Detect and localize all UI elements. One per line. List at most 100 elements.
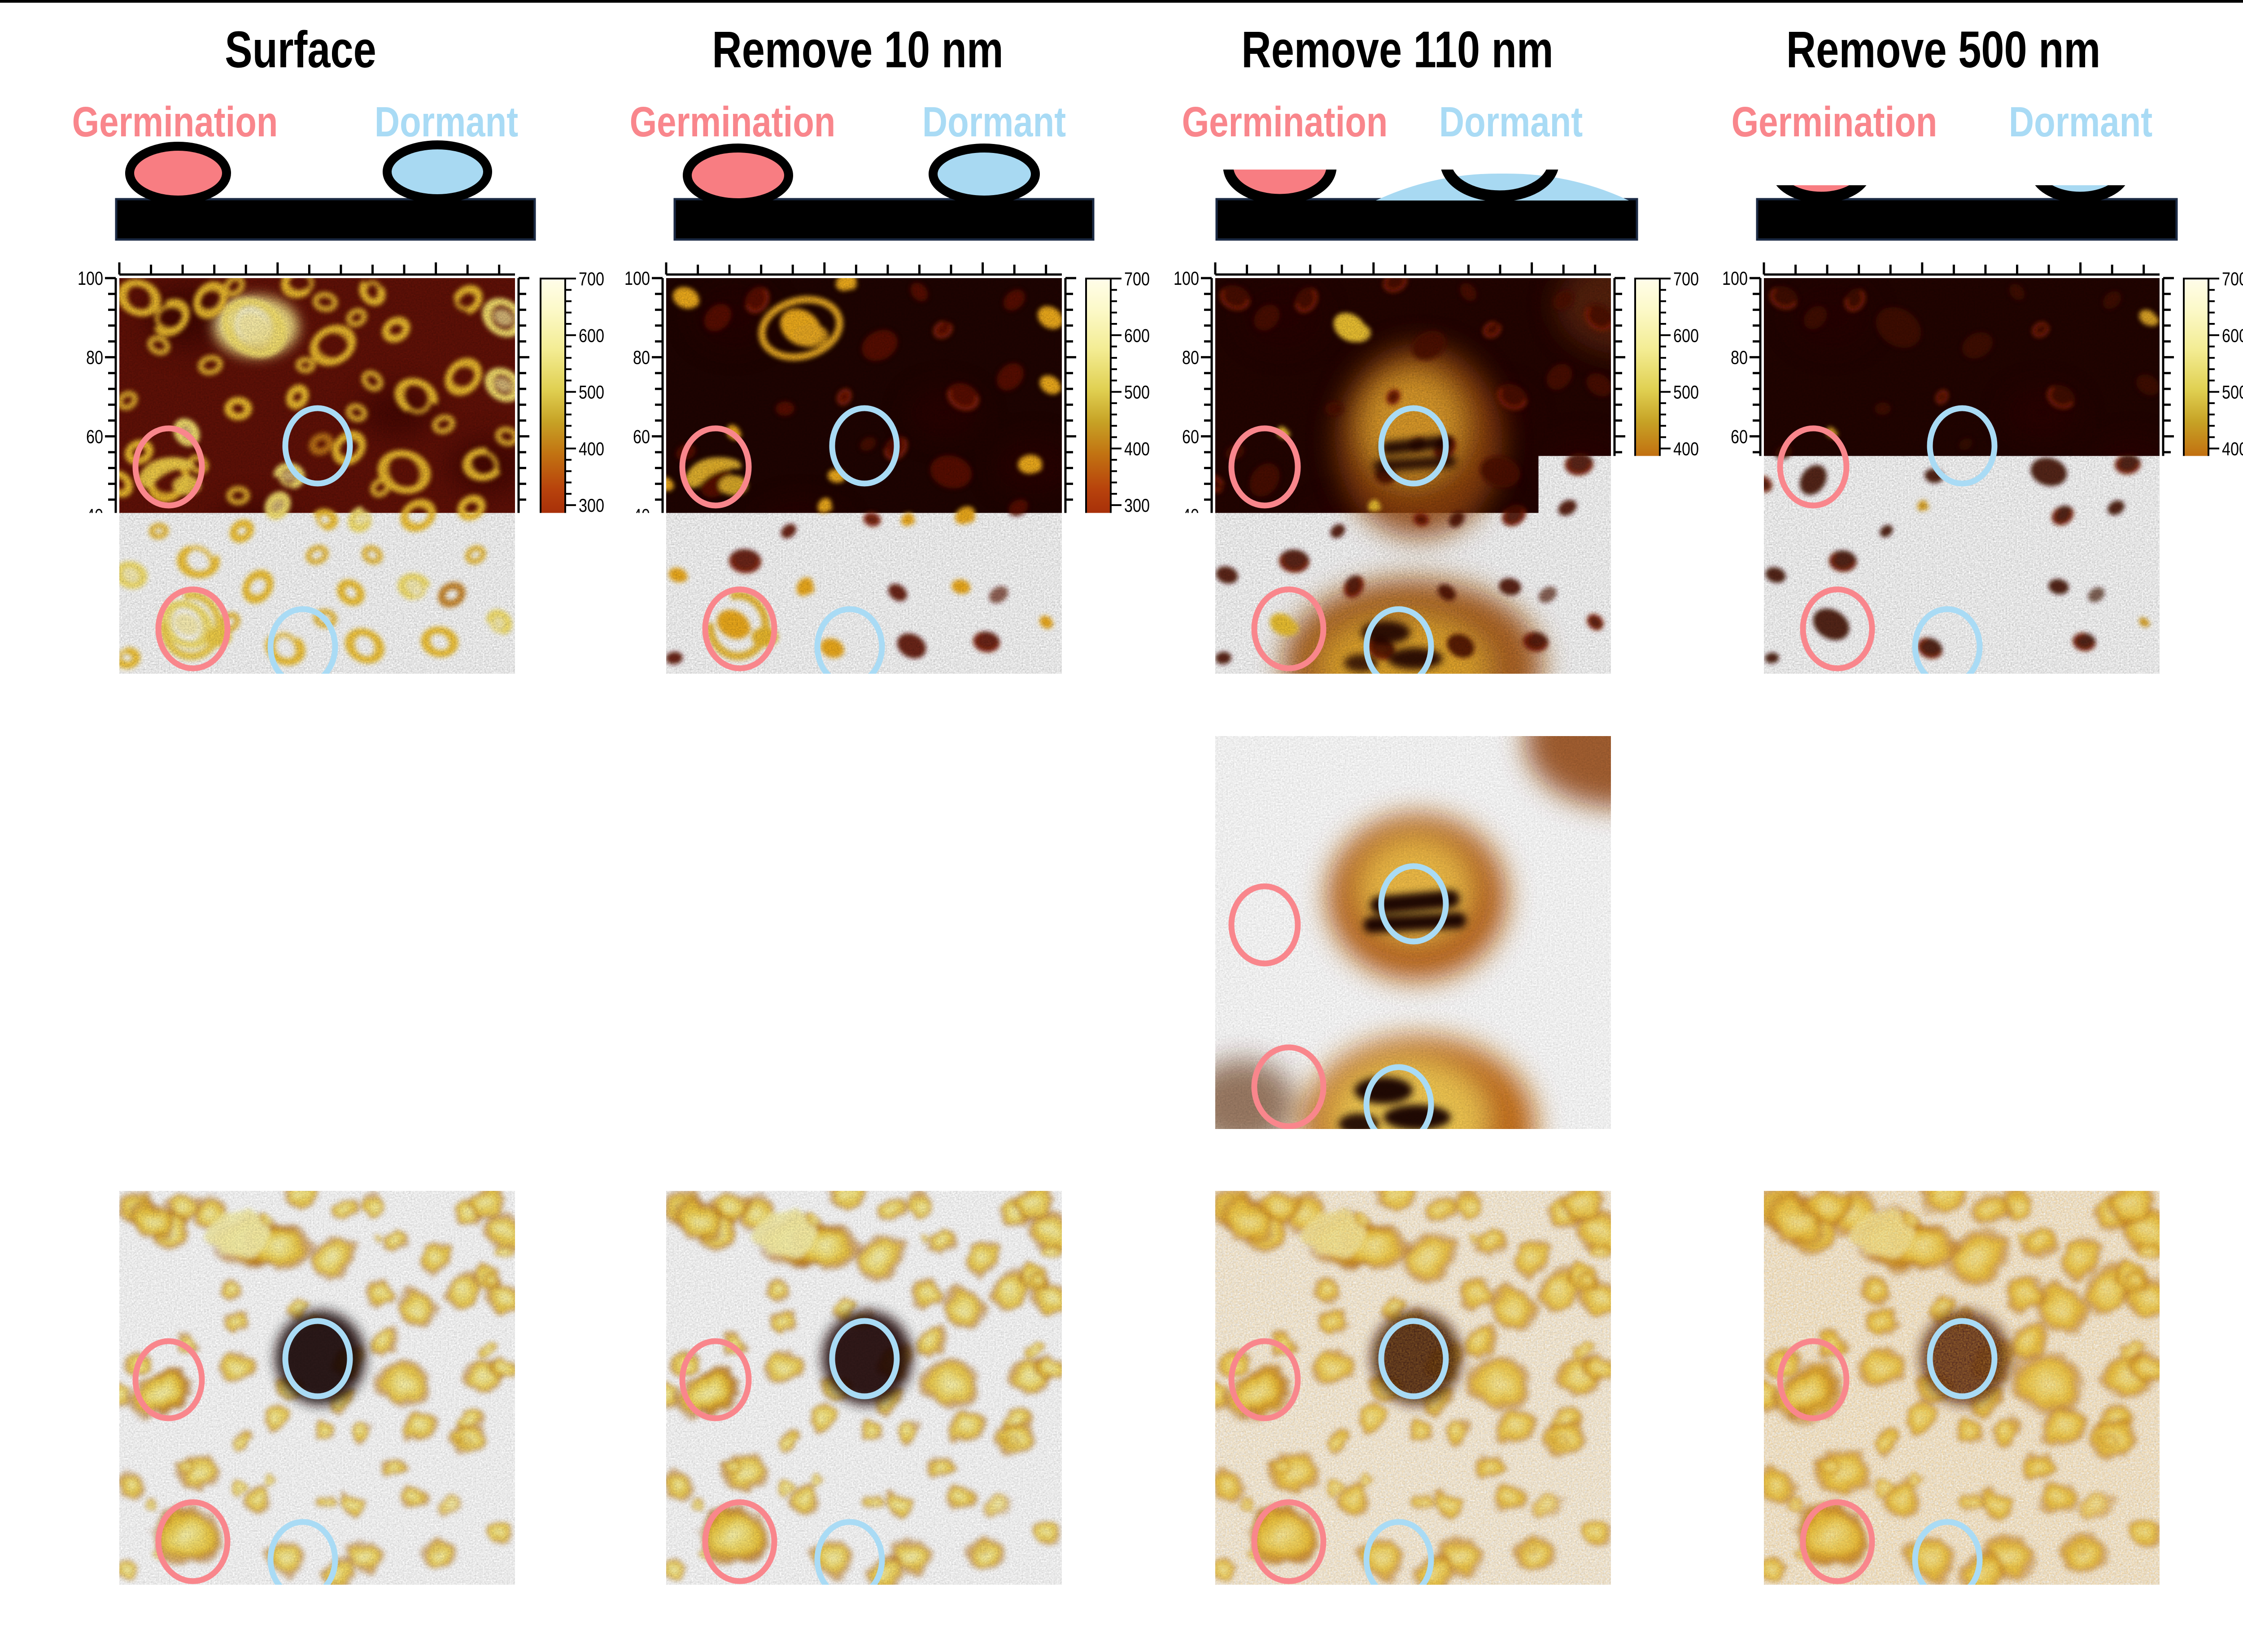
svg-text:40: 40 [269, 688, 287, 710]
svg-text:0: 0 [1191, 1574, 1199, 1596]
svg-text:20: 20 [633, 1040, 650, 1062]
svg-text:80: 80 [86, 347, 103, 368]
svg-text:80: 80 [633, 804, 650, 826]
svg-text:µm: µm [1158, 688, 1187, 711]
svg-text:40: 40 [269, 1143, 287, 1165]
svg-text:40: 40 [816, 688, 833, 710]
svg-text:0: 0 [2222, 1558, 2230, 1579]
svg-text:40: 40 [86, 505, 103, 527]
svg-text:40: 40 [1182, 505, 1199, 527]
svg-text:0: 0 [1739, 663, 1748, 685]
svg-text:100: 100 [1722, 268, 1748, 289]
svg-text:60: 60 [86, 883, 103, 904]
svg-text:100: 100 [1174, 726, 1199, 747]
svg-text:µm: µm [62, 1143, 92, 1167]
svg-text:40: 40 [1731, 962, 1748, 983]
svg-text:40: 40 [1182, 1417, 1199, 1438]
svg-text:80: 80 [2072, 1143, 2090, 1165]
svg-text:300: 300 [2222, 495, 2243, 516]
svg-text:100: 100 [78, 726, 103, 747]
svg-text:0: 0 [1211, 1599, 1220, 1621]
svg-text:80: 80 [974, 688, 992, 710]
svg-text:40: 40 [269, 1599, 287, 1621]
svg-text:0: 0 [662, 1143, 671, 1165]
svg-text:80: 80 [1182, 804, 1199, 826]
svg-text:40: 40 [816, 1599, 833, 1621]
svg-text:20: 20 [1182, 1495, 1199, 1517]
svg-text:100: 100 [1722, 726, 1748, 747]
svg-text:80: 80 [427, 1143, 445, 1165]
svg-text:80: 80 [86, 804, 103, 826]
svg-text:100: 100 [624, 268, 650, 289]
svg-text:0: 0 [1211, 688, 1220, 710]
svg-text:0: 0 [1759, 1599, 1768, 1621]
svg-text:80: 80 [1731, 804, 1748, 826]
svg-text:40: 40 [633, 962, 650, 983]
svg-text:0: 0 [641, 1574, 650, 1596]
svg-text:80: 80 [1523, 1599, 1541, 1621]
svg-text:10: 10 [2222, 1474, 2239, 1495]
svg-text:0: 0 [641, 663, 650, 685]
svg-text:0: 0 [641, 1119, 650, 1140]
svg-text:40: 40 [86, 962, 103, 983]
svg-text:20: 20 [2222, 970, 2239, 991]
svg-text:0: 0 [1739, 1119, 1748, 1140]
svg-text:40: 40 [816, 1143, 833, 1165]
svg-text:100: 100 [624, 726, 650, 747]
svg-text:0: 0 [115, 1143, 124, 1165]
svg-text:20: 20 [633, 1495, 650, 1517]
svg-text:20: 20 [1182, 1040, 1199, 1062]
svg-text:0: 0 [662, 688, 671, 710]
svg-text:80: 80 [1182, 347, 1199, 368]
svg-text:80: 80 [974, 1599, 992, 1621]
svg-text:80: 80 [427, 1599, 445, 1621]
svg-text:µm: µm [1707, 688, 1736, 711]
svg-text:80: 80 [1523, 1143, 1541, 1165]
svg-text:80: 80 [1523, 688, 1541, 710]
svg-text:60: 60 [86, 426, 103, 448]
svg-text:µm: µm [1707, 1599, 1736, 1622]
svg-text:0: 0 [2222, 1102, 2230, 1123]
svg-text:20: 20 [2222, 1390, 2239, 1411]
svg-text:0: 0 [95, 663, 103, 685]
svg-text:40: 40 [1913, 1599, 1931, 1621]
svg-text:40: 40 [1731, 505, 1748, 527]
svg-text:40: 40 [1913, 1143, 1931, 1165]
svg-text:60: 60 [1731, 883, 1748, 904]
svg-text:0: 0 [1739, 1574, 1748, 1596]
svg-text:40: 40 [633, 1417, 650, 1438]
svg-text:µm: µm [609, 688, 638, 711]
svg-text:80: 80 [427, 688, 445, 710]
svg-text:µm: µm [62, 688, 92, 711]
svg-text:0: 0 [95, 1574, 103, 1596]
svg-text:20: 20 [86, 1495, 103, 1517]
svg-text:80: 80 [1731, 347, 1748, 368]
svg-text:80: 80 [1731, 1260, 1748, 1281]
svg-text:µm: µm [1707, 1143, 1736, 1167]
svg-text:µm: µm [62, 1599, 92, 1622]
svg-text:60: 60 [1182, 426, 1199, 448]
svg-text:100: 100 [78, 1181, 103, 1202]
svg-text:30: 30 [2222, 1306, 2239, 1327]
svg-text:400: 400 [2222, 438, 2243, 459]
svg-text:0: 0 [1759, 688, 1768, 710]
svg-text:100: 100 [1722, 1181, 1748, 1202]
svg-text:100: 100 [78, 268, 103, 289]
svg-text:100: 100 [1174, 1181, 1199, 1202]
svg-text:µm: µm [1158, 1599, 1187, 1622]
svg-text:0: 0 [1759, 1143, 1768, 1165]
svg-text:20: 20 [1731, 1495, 1748, 1517]
svg-text:0: 0 [1211, 1143, 1220, 1165]
svg-text:40: 40 [633, 505, 650, 527]
svg-text:40: 40 [86, 1417, 103, 1438]
svg-text:100: 100 [1174, 268, 1199, 289]
svg-text:700: 700 [2222, 268, 2243, 289]
svg-text:µm: µm [1158, 1143, 1187, 1167]
svg-text:40: 40 [1182, 962, 1199, 983]
svg-text:200: 200 [2222, 551, 2243, 572]
svg-text:0: 0 [662, 1599, 671, 1621]
svg-text:20: 20 [1731, 584, 1748, 606]
svg-text:40: 40 [1913, 688, 1931, 710]
svg-text:0: 0 [2222, 665, 2230, 686]
svg-text:0: 0 [95, 1119, 103, 1140]
